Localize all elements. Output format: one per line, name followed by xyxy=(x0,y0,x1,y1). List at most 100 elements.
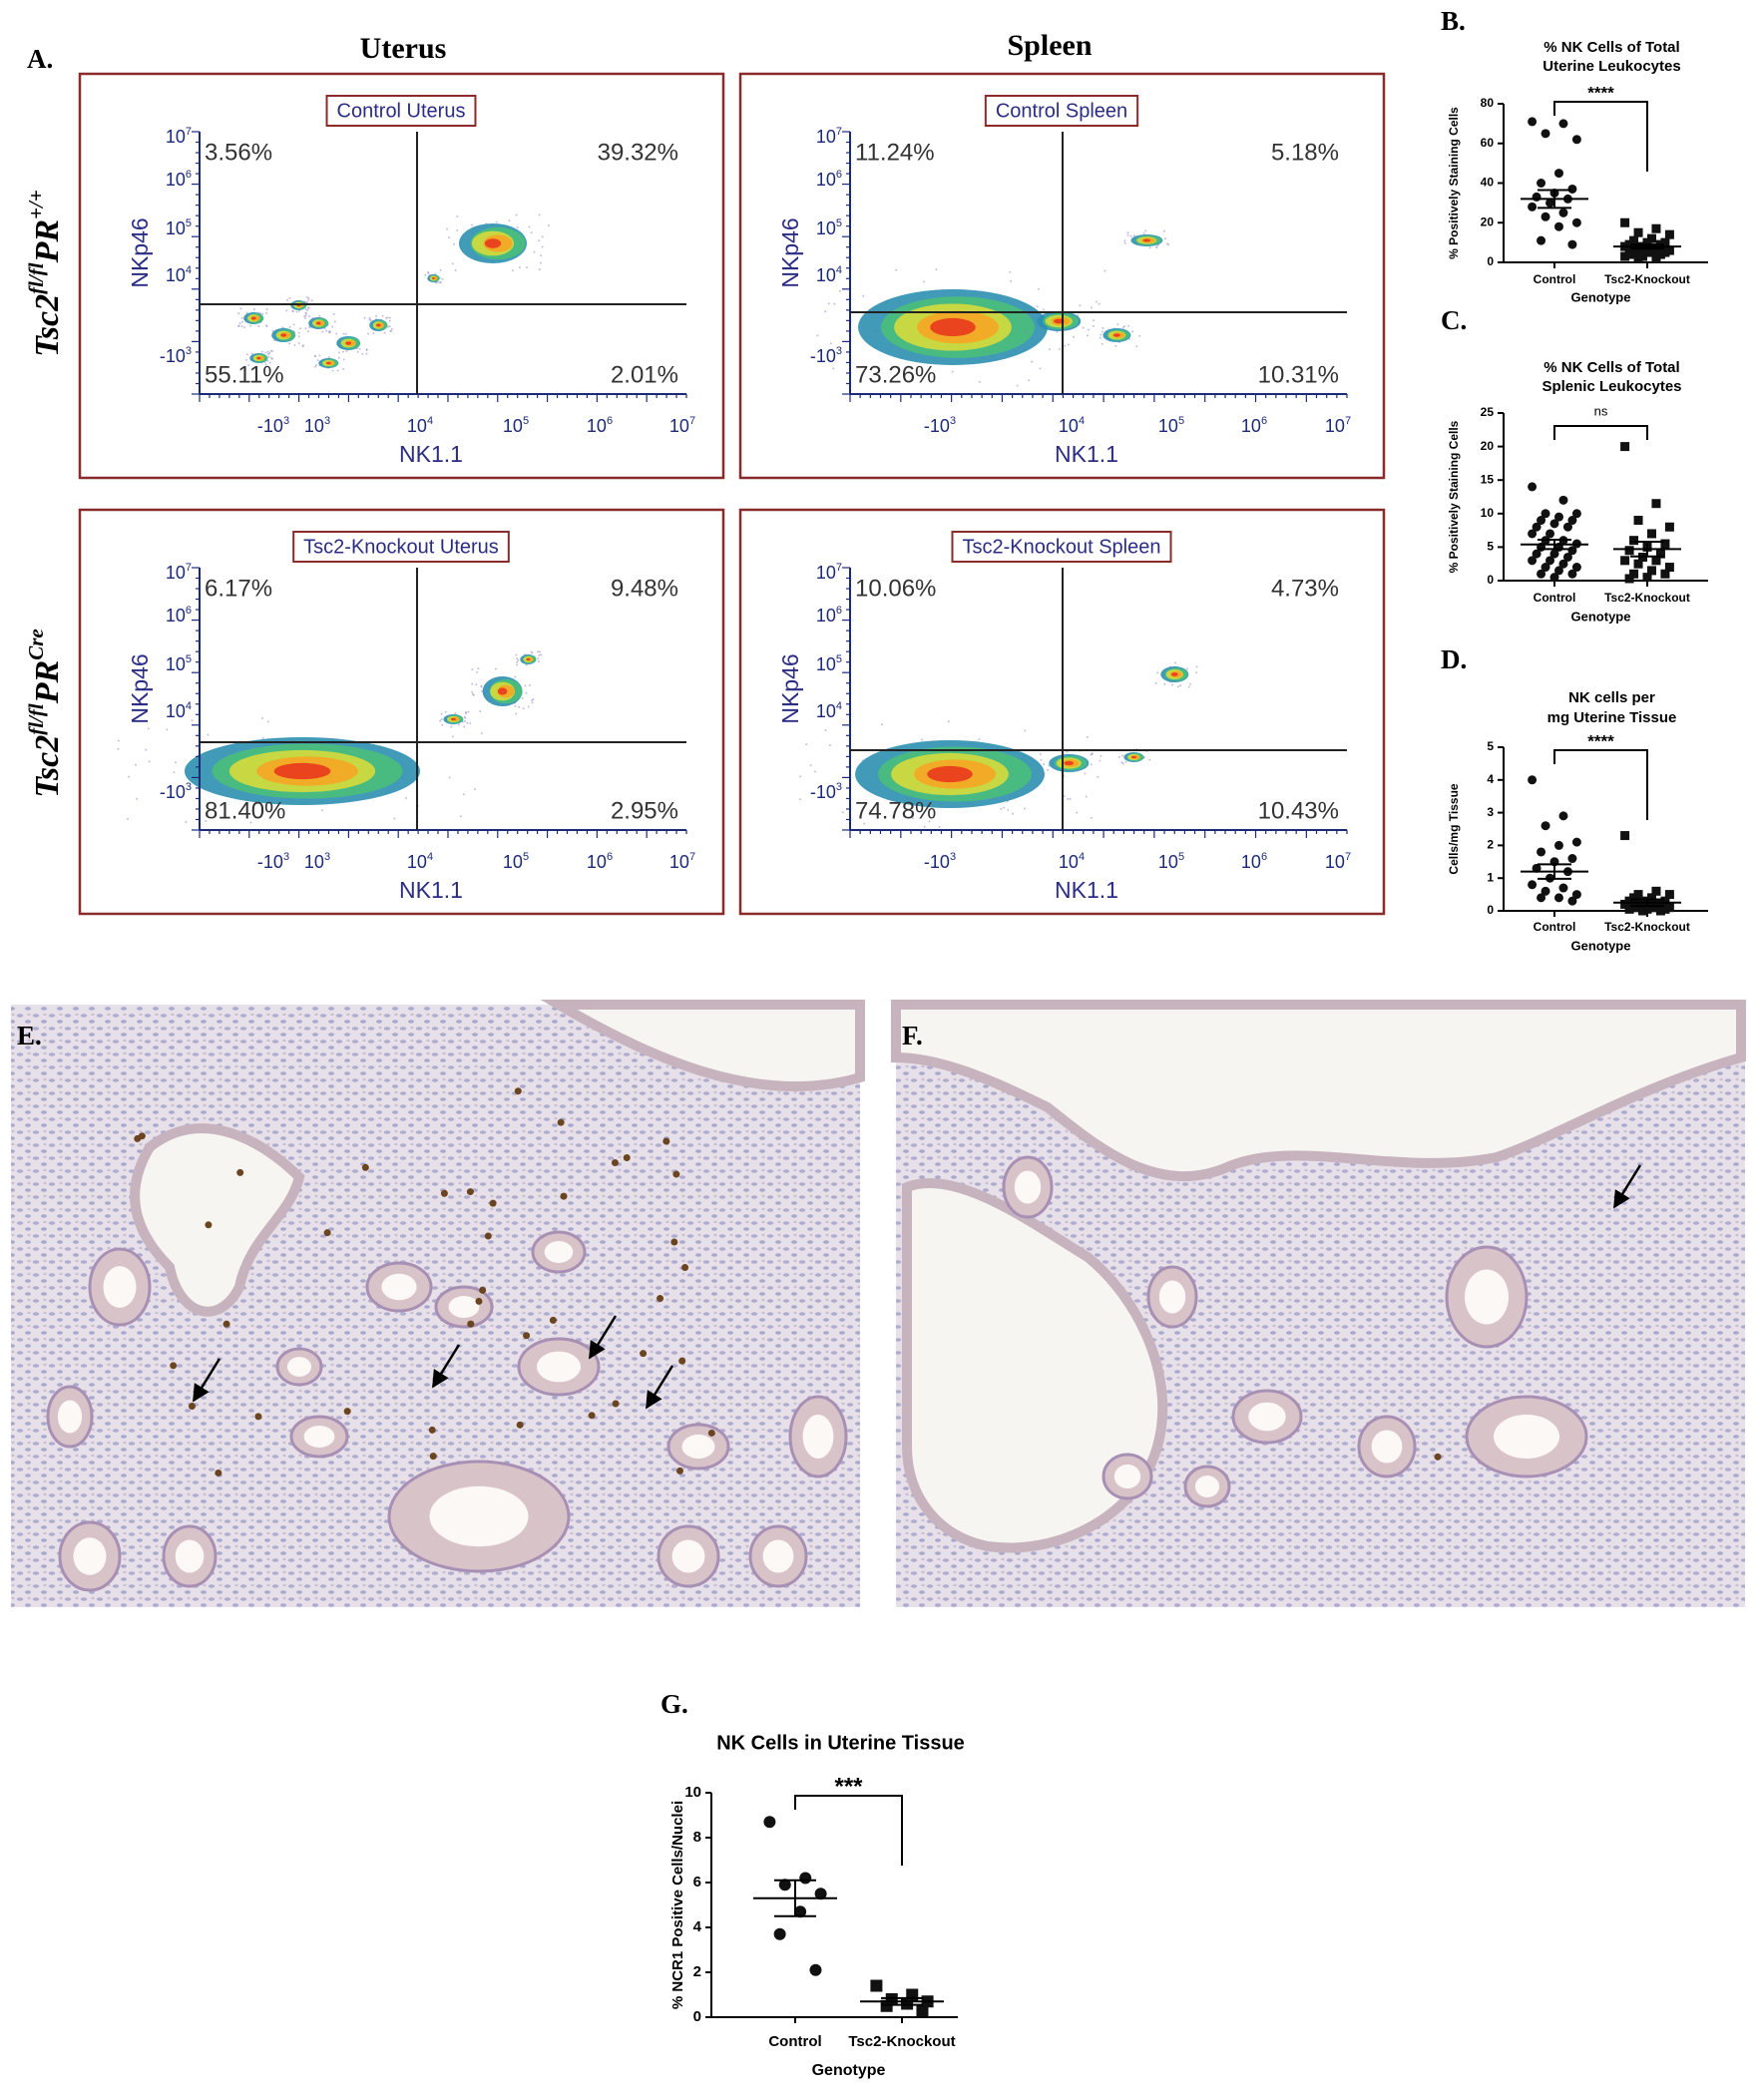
data-point xyxy=(1541,563,1550,573)
data-point xyxy=(1620,251,1630,261)
event-dot xyxy=(525,663,528,666)
event-dot xyxy=(1097,775,1100,778)
event-dot xyxy=(824,729,827,732)
y-tick-label-exp: 3 xyxy=(186,345,192,357)
event-dot xyxy=(365,348,368,351)
y-axis-label: Cells/mg Tissue xyxy=(1447,783,1461,874)
y-tick-label-exp: 6 xyxy=(186,605,192,617)
y-tick-label-base: -10 xyxy=(810,346,836,366)
event-dot xyxy=(951,370,954,373)
event-dot xyxy=(261,312,264,315)
event-dot xyxy=(514,705,517,708)
y-axis-label: NKp46 xyxy=(127,653,153,723)
data-point xyxy=(1532,192,1541,202)
data-point xyxy=(1571,509,1581,519)
event-dot xyxy=(247,364,250,367)
event-dot xyxy=(527,705,530,708)
event-dot xyxy=(174,761,177,764)
event-dot xyxy=(441,723,444,726)
x-tick-label-exp: 6 xyxy=(607,415,613,427)
event-dot xyxy=(389,330,392,333)
x-tick-label: 103 xyxy=(304,851,330,872)
x-tick-label: 106 xyxy=(587,415,613,436)
event-dot xyxy=(1101,330,1103,333)
event-dot xyxy=(1012,812,1015,815)
x-tick-label: 107 xyxy=(1325,851,1351,872)
stained-cell xyxy=(170,1362,178,1370)
panel-label: G. xyxy=(660,1689,688,1719)
event-dot xyxy=(518,266,521,269)
data-point xyxy=(1624,574,1634,584)
event-dot xyxy=(1128,337,1131,340)
chart-title: % NK Cells of Total xyxy=(1543,359,1679,376)
gland-lumen xyxy=(175,1539,205,1573)
density-contour xyxy=(1170,672,1178,676)
event-dot xyxy=(265,311,268,314)
event-dot xyxy=(462,793,465,796)
event-dot xyxy=(1187,685,1190,688)
dot-plot: D. NK cells per mg Uterine Tissue 0 1 2 3 4 5 Cel… xyxy=(1441,644,1708,953)
density-contour xyxy=(250,316,256,320)
histology-image: F. xyxy=(891,1000,1746,1607)
event-dot xyxy=(1087,334,1090,337)
stained-cell xyxy=(681,1264,689,1272)
event-dot xyxy=(1164,237,1167,240)
event-dot xyxy=(978,380,981,383)
event-dot xyxy=(366,332,369,335)
event-dot xyxy=(439,268,442,271)
event-dot xyxy=(1195,665,1198,668)
gland-lumen xyxy=(1465,1269,1509,1325)
stained-cell xyxy=(678,1357,686,1365)
event-dot xyxy=(440,718,443,721)
y-tick-label: 3 xyxy=(1487,805,1494,819)
x-tick-label: 107 xyxy=(669,415,695,436)
data-point xyxy=(880,1999,893,2012)
x-tick-label-base: 10 xyxy=(407,416,427,436)
density-contour xyxy=(526,657,531,661)
event-dot xyxy=(264,363,267,366)
stained-cell xyxy=(662,1137,670,1145)
y-tick-label-exp: 3 xyxy=(836,345,842,357)
event-dot xyxy=(1173,661,1176,664)
x-tick-label: -103 xyxy=(924,851,956,872)
y-tick-label: 0 xyxy=(1487,254,1494,268)
x-tick-label-exp: 4 xyxy=(427,415,433,427)
y-tick-label: 5 xyxy=(1487,739,1494,753)
event-dot xyxy=(538,659,541,662)
stained-cell xyxy=(707,1429,715,1437)
event-dot xyxy=(297,342,300,345)
y-tick-label: 1 xyxy=(1487,870,1494,884)
stained-cell xyxy=(215,1469,222,1476)
event-dot xyxy=(265,308,268,311)
event-dot xyxy=(476,670,479,673)
event-dot xyxy=(337,351,340,354)
event-dot xyxy=(117,747,120,750)
event-dot xyxy=(1031,360,1034,363)
plot-title: Control Spleen xyxy=(996,100,1127,122)
data-point xyxy=(1528,202,1538,211)
event-dot xyxy=(1076,811,1079,814)
y-tick-label-base: 10 xyxy=(166,563,186,583)
event-dot xyxy=(327,355,330,358)
event-dot xyxy=(541,245,544,248)
event-dot xyxy=(306,301,309,304)
data-point xyxy=(1553,221,1563,231)
event-dot xyxy=(295,310,298,313)
event-dot xyxy=(538,653,541,656)
gland-lumen xyxy=(57,1400,83,1434)
x-tick-label: -103 xyxy=(257,851,289,872)
event-dot xyxy=(1085,795,1088,798)
event-dot xyxy=(318,314,321,317)
event-dot xyxy=(268,352,271,355)
event-dot xyxy=(1171,683,1174,686)
significance-label: **** xyxy=(1587,83,1614,102)
y-tick-label-base: 10 xyxy=(816,701,836,721)
event-dot xyxy=(1177,685,1180,688)
event-dot xyxy=(321,809,324,812)
data-point xyxy=(1545,529,1555,539)
event-dot xyxy=(1063,794,1066,797)
x-tick-label: 106 xyxy=(1241,415,1267,436)
flow-plot: Control Uterus-103 103 104 105 106 1071071061… xyxy=(78,72,725,480)
data-point xyxy=(1537,235,1546,245)
event-dot xyxy=(1188,682,1191,685)
